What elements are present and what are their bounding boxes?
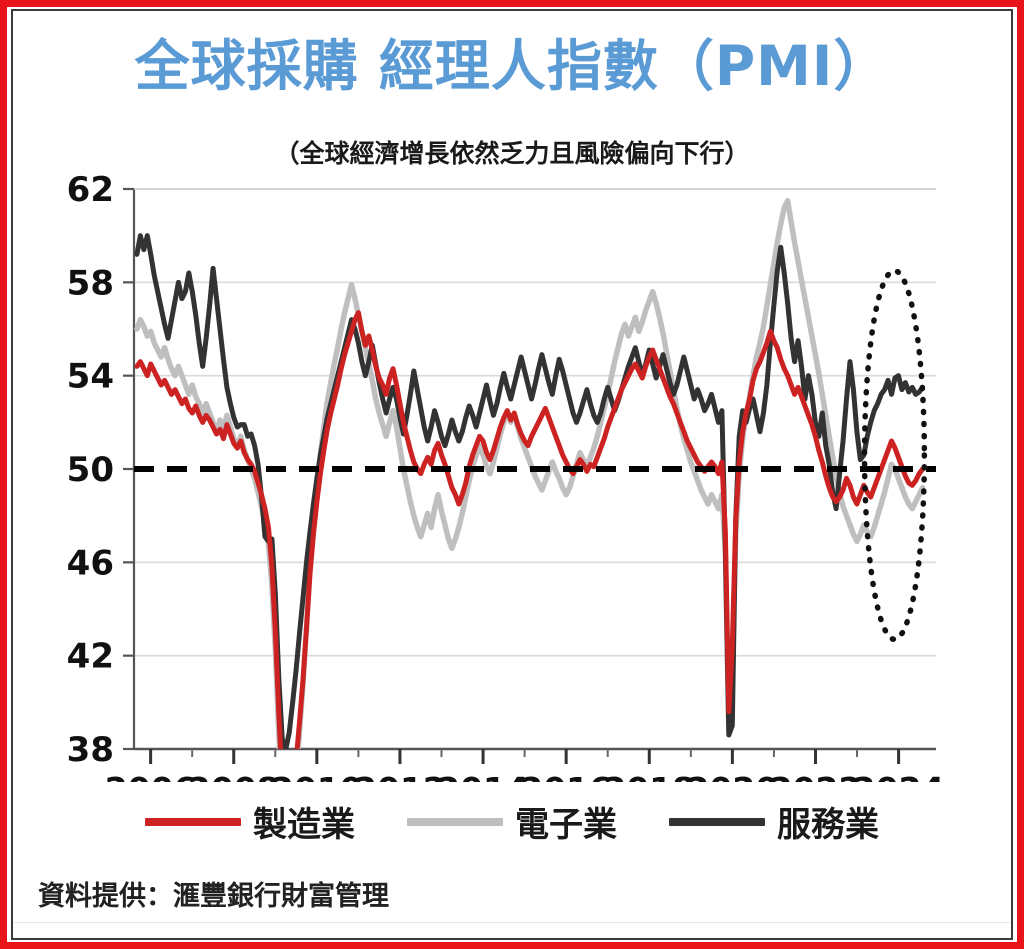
y-tick-label-58: 58	[67, 263, 114, 303]
legend-swatch-services	[669, 817, 765, 826]
page-subtitle: （全球經濟增長依然乏力且風險偏向下行）	[274, 139, 750, 168]
pmi-line-chart: 3842465054586220062008201020122014201620…	[67, 170, 945, 782]
highlight-ellipse-annotation	[861, 267, 928, 643]
legend-label-services: 服務業	[777, 805, 879, 845]
y-tick-label-62: 62	[67, 170, 114, 210]
x-tick-label-2024: 2024	[853, 770, 945, 782]
chart-legend: 製造業 電子業 服務業	[14, 797, 1010, 846]
x-tick-label-2012: 2012	[354, 770, 446, 782]
legend-swatch-electronics	[407, 817, 503, 826]
x-tick-label-2020: 2020	[686, 770, 778, 782]
source-credit: 資料提供：滙豐銀行財富管理	[38, 881, 389, 912]
plot-area: 3842465054586220062008201020122014201620…	[14, 162, 1010, 782]
chart-content: 全球採購 經理人指數（PMI） （全球經濟增長依然乏力且風險偏向下行） 38 42…	[14, 12, 1010, 937]
x-tick-label-2016: 2016	[520, 770, 612, 782]
y-tick-label-50: 50	[67, 450, 114, 490]
x-tick-label-2008: 2008	[188, 770, 280, 782]
y-tick-label-42: 42	[67, 637, 114, 677]
legend-item-electronics: 電子業	[407, 797, 617, 846]
series-group	[134, 197, 926, 749]
series-line-manufacturing	[134, 310, 926, 749]
y-tick-label-46: 46	[67, 543, 114, 583]
x-tick-label-2010: 2010	[271, 770, 363, 782]
x-tick-label-2018: 2018	[603, 770, 695, 782]
footer-divider	[14, 922, 1010, 923]
y-tick-label-38: 38	[67, 730, 114, 770]
legend-label-manufacturing: 製造業	[253, 805, 355, 845]
y-tick-label-54: 54	[67, 357, 114, 397]
legend-swatch-manufacturing	[145, 817, 241, 826]
legend-item-services: 服務業	[669, 797, 879, 846]
x-tick-label-2006: 2006	[105, 770, 197, 782]
legend-label-electronics: 電子業	[515, 805, 617, 845]
x-tick-label-2014: 2014	[437, 770, 529, 782]
x-tick-label-2022: 2022	[770, 770, 862, 782]
legend-item-manufacturing: 製造業	[145, 797, 355, 846]
page-title: 全球採購 經理人指數（PMI）	[134, 34, 890, 98]
